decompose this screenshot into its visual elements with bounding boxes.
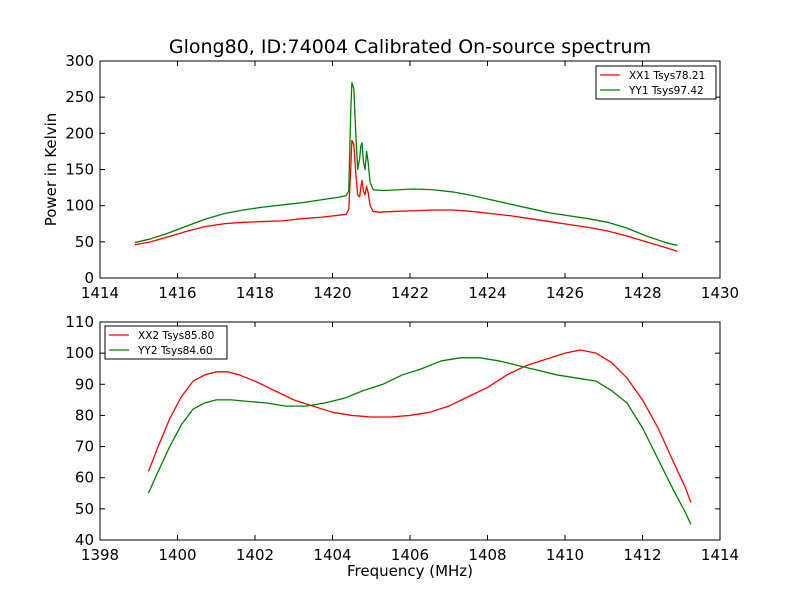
y-tick-label: 50 [75,500,94,518]
x-tick-label: 1418 [236,284,274,302]
x-tick-label: 1428 [623,284,661,302]
legend: XX1 Tsys78.21 YY1 Tsys97.42 [595,65,717,100]
y-tick-label: 0 [84,269,94,287]
x-tick-label: 1426 [546,284,584,302]
legend-label: YY1 Tsys97.42 [628,85,704,97]
bottom-spectrum-plot: 1398 1400 1402 1404 1406 1408 1410 1412 1414 40 50… [65,313,739,580]
x-tick-label: 1410 [546,546,584,564]
x-tick-label: 1412 [623,546,661,564]
y-tick-label: 100 [65,197,94,215]
x-tick-label: 1402 [236,546,274,564]
x-tick-label: 1414 [701,546,739,564]
y-axis-label: Power in Kelvin [42,113,60,227]
x-tick-label: 1422 [391,284,429,302]
y-tick-label: 60 [75,469,94,487]
x-tick-label: 1430 [701,284,739,302]
y-tick-label: 300 [65,52,94,70]
y-tick-label: 100 [65,344,94,362]
x-axis-label: Frequency (MHz) [347,562,473,580]
x-tick-label: 1404 [313,546,351,564]
x-tick-label: 1414 [81,284,119,302]
y-tick-label: 150 [65,161,94,179]
x-tick-label: 1408 [468,546,506,564]
x-tick-label: 1400 [158,546,196,564]
legend-box [104,325,228,360]
legend-label: XX2 Tsys85.80 [138,330,214,342]
series-line-2 [134,82,678,247]
legend: XX2 Tsys85.80 YY2 Tsys84.60 [104,325,228,360]
y-tick-label: 70 [75,438,94,456]
y-tick-label: 110 [65,313,94,331]
legend-box [595,65,717,100]
y-tick-label: 250 [65,88,94,106]
series-line-2 [147,357,692,525]
y-tick-label: 50 [75,233,94,251]
y-tick-label: 80 [75,406,94,424]
x-tick-label: 1406 [391,546,429,564]
x-tick-label: 1424 [468,284,506,302]
x-tick-label: 1398 [81,546,119,564]
legend-label: YY2 Tsys84.60 [137,345,213,357]
series-line-1 [147,349,692,503]
series-line-1 [134,139,678,252]
legend-label: XX1 Tsys78.21 [629,70,705,82]
top-spectrum-plot: 1414 1416 1418 1420 1422 1424 1426 1428 1430 0 50 1… [42,52,739,302]
figure-title: Glong80, ID:74004 Calibrated On-source s… [169,36,651,58]
x-tick-label: 1420 [313,284,351,302]
y-tick-label: 200 [65,124,94,142]
y-tick-label: 40 [75,531,94,549]
x-tick-label: 1416 [158,284,196,302]
y-tick-label: 90 [75,375,94,393]
